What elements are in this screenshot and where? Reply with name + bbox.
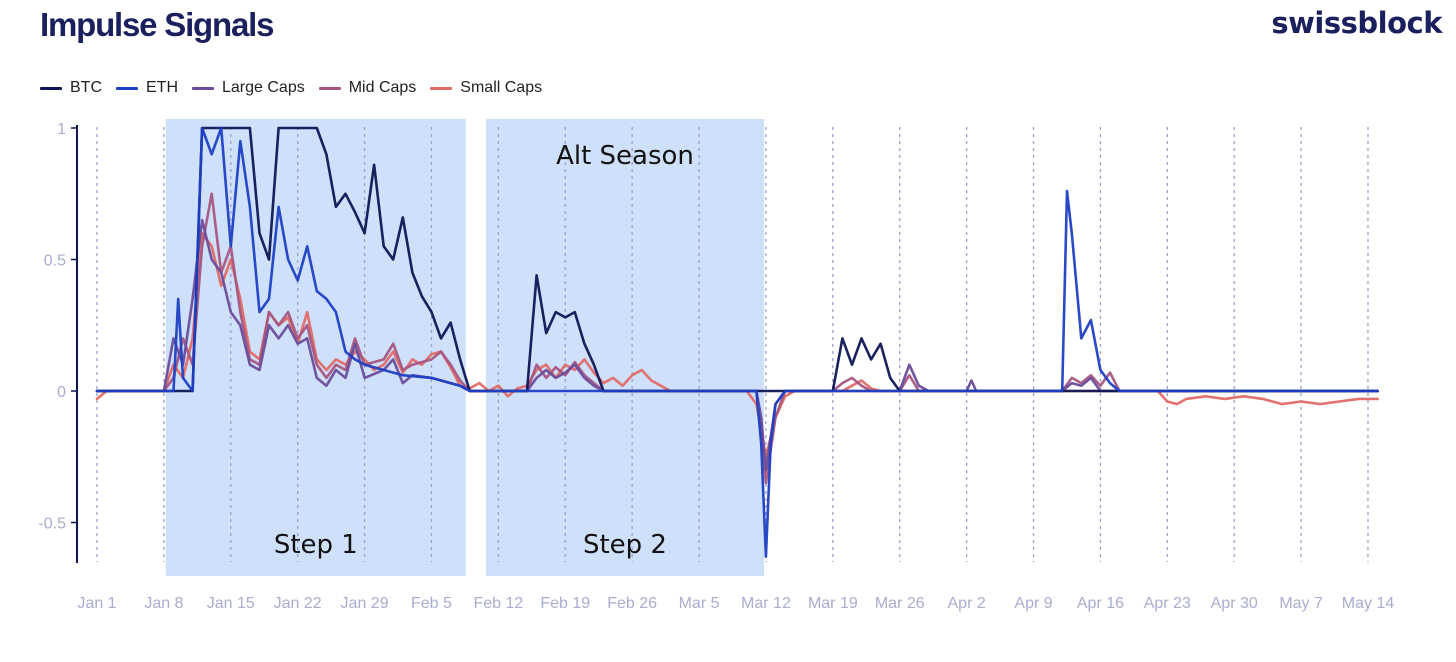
band-label-2: Step 2 <box>583 530 667 560</box>
legend-label-btc: BTC <box>70 79 102 96</box>
legend-label-large-caps: Large Caps <box>222 79 305 96</box>
x-tick-label-4: Jan 29 <box>341 595 389 612</box>
x-tick-label-11: Mar 19 <box>808 595 858 612</box>
legend-item-small-caps: Small Caps <box>430 79 542 97</box>
x-tick-label-16: Apr 23 <box>1144 595 1191 612</box>
legend-label-eth: ETH <box>146 79 178 96</box>
y-tick-label-1: 0.5 <box>44 253 66 270</box>
chart-title: Impulse Signals <box>40 6 274 43</box>
x-tick-label-18: May 7 <box>1279 595 1323 612</box>
legend-swatch-small-caps <box>430 86 453 90</box>
x-tick-label-17: Apr 30 <box>1211 595 1258 612</box>
brand-logo: swissblock <box>1271 6 1442 40</box>
y-tick-label-0: 1 <box>57 121 66 138</box>
y-tick-label-2: 0 <box>57 384 66 401</box>
legend-swatch-large-caps <box>192 86 214 90</box>
legend: BTC ETH Large Caps Mid Caps Small Caps <box>40 79 556 97</box>
x-tick-label-13: Apr 2 <box>948 595 986 612</box>
x-tick-label-2: Jan 15 <box>207 595 255 612</box>
x-tick-label-8: Feb 26 <box>607 595 657 612</box>
x-tick-label-12: Mar 26 <box>875 595 925 612</box>
legend-swatch-mid-caps <box>318 86 341 90</box>
y-tick-label-3: -0.5 <box>38 516 66 533</box>
x-tick-label-9: Mar 5 <box>679 595 720 612</box>
legend-item-mid-caps: Mid Caps <box>318 79 417 97</box>
x-tick-label-5: Feb 5 <box>411 595 452 612</box>
x-tick-label-0: Jan 1 <box>77 595 116 612</box>
legend-item-btc: BTC <box>40 79 102 97</box>
series-line-eth <box>95 126 1379 558</box>
x-tick-label-15: Apr 16 <box>1077 595 1124 612</box>
x-tick-label-14: Apr 9 <box>1014 595 1052 612</box>
x-tick-label-1: Jan 8 <box>144 595 183 612</box>
band-top-label-2: Alt Season <box>556 141 694 171</box>
band-2 <box>485 119 765 576</box>
band-1 <box>165 119 466 576</box>
x-tick-label-7: Feb 19 <box>540 595 590 612</box>
x-tick-label-6: Feb 12 <box>473 595 523 612</box>
x-tick-label-19: May 14 <box>1342 595 1395 612</box>
legend-label-mid-caps: Mid Caps <box>348 79 417 96</box>
legend-swatch-eth <box>116 86 138 90</box>
legend-item-large-caps: Large Caps <box>192 79 305 97</box>
legend-swatch-btc <box>40 86 62 90</box>
legend-item-eth: ETH <box>116 79 178 97</box>
band-label-1: Step 1 <box>274 530 358 560</box>
x-tick-label-10: Mar 12 <box>741 595 791 612</box>
x-tick-label-3: Jan 22 <box>274 595 322 612</box>
legend-label-small-caps: Small Caps <box>460 79 543 96</box>
